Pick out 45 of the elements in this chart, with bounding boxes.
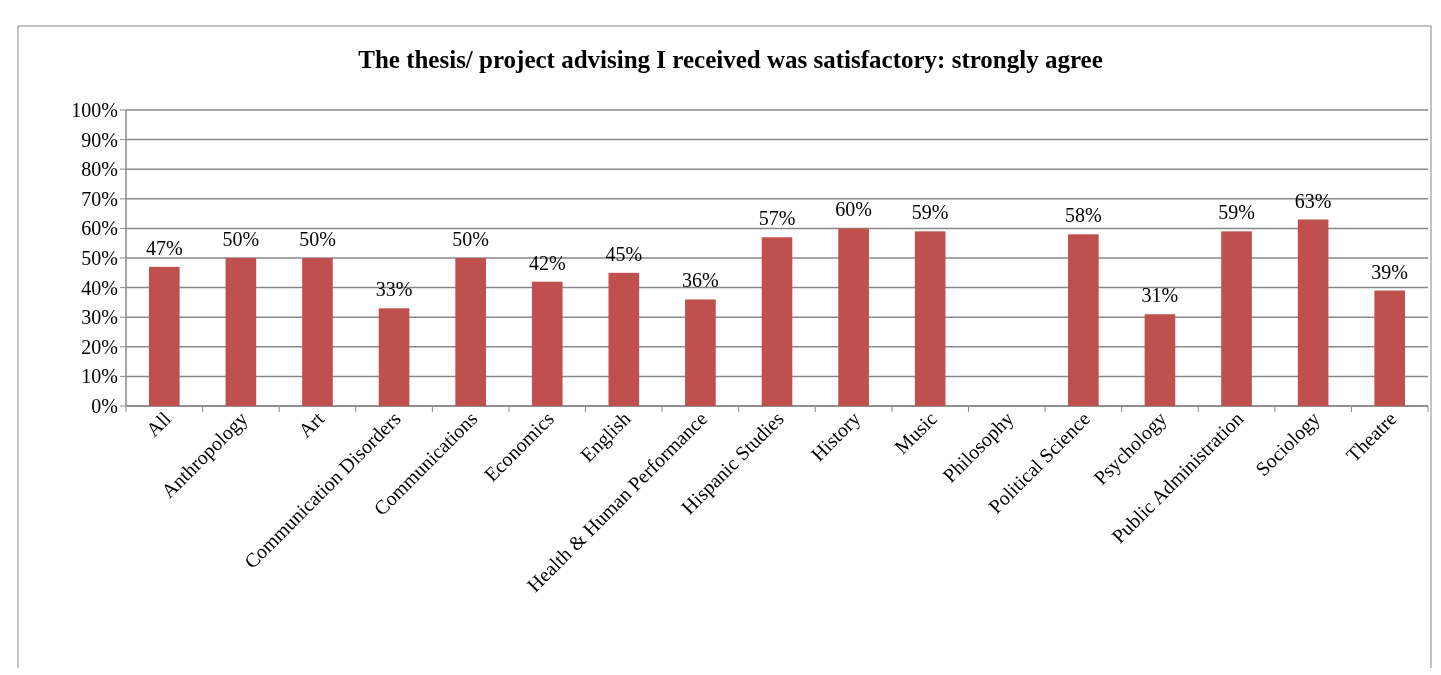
data-label: 60% (835, 198, 872, 221)
bar (914, 231, 946, 406)
bar (685, 299, 716, 406)
y-tick-label: 30% (81, 306, 118, 329)
bar (378, 308, 410, 406)
data-label: 57% (758, 207, 796, 230)
x-tick-label: Art (293, 406, 329, 442)
data-label: 63% (1294, 189, 1332, 212)
chart-title: The thesis/ project advising I received was satisfactory: strongly agree (358, 46, 1103, 73)
data-label: 31% (1141, 284, 1179, 307)
data-label: 59% (911, 201, 949, 224)
data-label: 58% (1065, 204, 1102, 227)
y-tick-label: 0% (91, 395, 118, 417)
bar (1297, 219, 1329, 406)
bar (531, 281, 563, 406)
data-label: 45% (605, 242, 643, 265)
y-tick-label: 100% (71, 99, 118, 121)
y-tick-label: 40% (81, 276, 118, 299)
data-label: 47% (145, 236, 183, 259)
y-tick-label: 50% (81, 247, 118, 269)
bar (225, 258, 257, 406)
bar (1144, 314, 1176, 406)
y-tick-label: 80% (81, 158, 118, 181)
data-label: 42% (528, 251, 566, 274)
data-label: 50% (299, 228, 336, 250)
bar (1221, 231, 1252, 406)
y-tick-label: 90% (81, 128, 118, 151)
data-label: 50% (452, 228, 489, 250)
bar (608, 272, 640, 406)
bar (761, 237, 793, 406)
data-label: 59% (1218, 201, 1255, 224)
y-tick-label: 70% (81, 187, 118, 210)
bar (455, 258, 486, 406)
bar (1374, 290, 1406, 406)
data-label: 50% (222, 228, 260, 250)
bar (148, 266, 180, 406)
y-tick-label: 10% (81, 365, 118, 388)
y-tick-label: 60% (81, 217, 118, 240)
data-label: 33% (375, 278, 413, 301)
data-label: 39% (1371, 260, 1409, 283)
y-tick-label: 20% (81, 335, 118, 358)
bar (302, 258, 333, 406)
bar (838, 228, 869, 406)
bar (1068, 234, 1099, 406)
data-label: 36% (682, 269, 719, 292)
